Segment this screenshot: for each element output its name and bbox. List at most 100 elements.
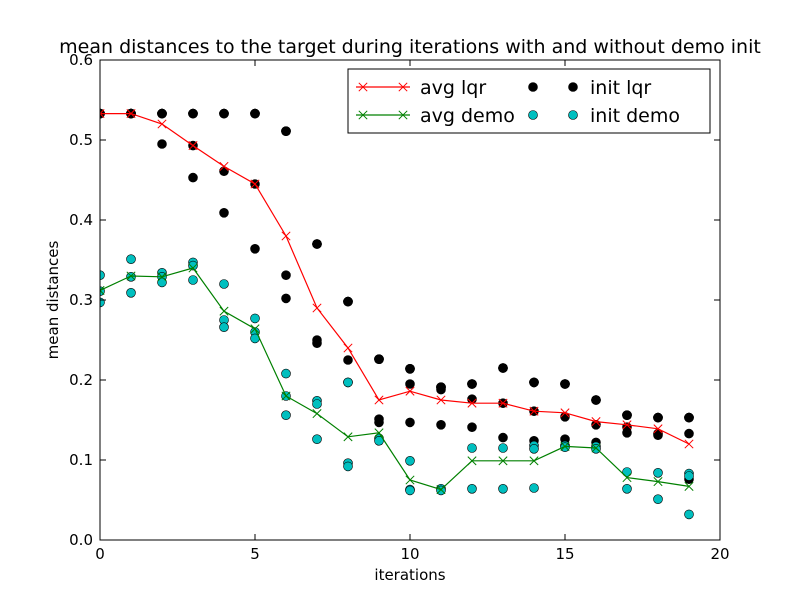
y-tick-label-2: 0.2 <box>69 371 93 389</box>
avg-lqr-marker-1 <box>126 109 136 119</box>
init-demo-point-15 <box>250 313 260 324</box>
series-avg-demo <box>100 263 694 495</box>
init-demo-point-37 <box>498 483 508 494</box>
legend-init-demo-marker-b <box>568 110 578 120</box>
avg-demo-marker-7 <box>312 409 322 419</box>
init-lqr-point-89 <box>622 410 632 421</box>
init-demo-point-47 <box>653 467 663 478</box>
init-demo-point-34 <box>467 443 477 453</box>
avg-demo-marker-4 <box>219 306 229 316</box>
init-demo-point-14 <box>219 322 229 333</box>
init-lqr-point-92 <box>653 430 663 441</box>
init-demo-point-0 <box>100 270 105 280</box>
series-avg-lqr <box>100 109 694 449</box>
avg-demo-marker-5 <box>250 324 260 334</box>
init-demo-point-28 <box>374 435 384 446</box>
init-lqr-point-37 <box>312 338 322 349</box>
init-lqr-point-49 <box>374 354 384 365</box>
init-lqr-point-18 <box>188 172 198 183</box>
init-lqr-point-29 <box>250 108 260 119</box>
x-tick-label-4: 20 <box>710 545 729 563</box>
init-lqr-point-57 <box>436 419 446 430</box>
init-lqr-point-47 <box>374 417 384 428</box>
avg-demo-marker-12 <box>467 456 477 466</box>
init-demo-point-8 <box>157 277 167 288</box>
init-demo-point-4 <box>126 271 136 282</box>
init-lqr-point-13 <box>157 139 167 149</box>
init-lqr-point-54 <box>405 363 415 374</box>
legend-label-init-demo: init demo <box>590 105 680 127</box>
avg-demo-marker-13 <box>498 456 508 466</box>
plot-area <box>100 108 694 520</box>
init-lqr-point-84 <box>591 395 601 405</box>
avg-lqr-marker-8 <box>343 343 353 353</box>
init-lqr-point-87 <box>622 427 632 438</box>
legend-avg-demo-marker-b <box>398 110 408 120</box>
avg-lqr-marker-12 <box>467 398 477 408</box>
avg-demo-marker-8 <box>343 432 353 442</box>
init-demo-point-22 <box>312 399 322 409</box>
legend-label-avg-lqr: avg lqr <box>420 77 486 99</box>
init-lqr-point-32 <box>281 293 291 304</box>
init-demo-point-26 <box>343 461 353 472</box>
avg-lqr-marker-2 <box>157 119 167 129</box>
init-demo-point-10 <box>188 260 198 271</box>
avg-demo-marker-11 <box>436 485 446 495</box>
x-tick-label-2: 10 <box>400 545 419 563</box>
avg-demo-marker-1 <box>126 271 136 281</box>
legend-avg-lqr-marker-a <box>358 82 368 92</box>
y-tick-label-0: 0.0 <box>69 531 93 549</box>
avg-lqr-marker-11 <box>436 395 446 405</box>
init-demo-point-31 <box>405 485 415 496</box>
init-lqr-point-94 <box>653 412 663 423</box>
init-demo-point-51 <box>684 509 694 520</box>
init-demo-point-42 <box>560 442 570 453</box>
avg-demo-marker-2 <box>157 272 167 282</box>
y-tick-label-5: 0.5 <box>69 131 93 149</box>
avg-demo-marker-9 <box>374 428 384 438</box>
init-lqr-point-59 <box>436 382 446 393</box>
init-demo-point-45 <box>622 467 632 477</box>
legend-box <box>347 68 711 134</box>
init-lqr-point-34 <box>281 126 291 136</box>
y-axis-label: mean distances <box>44 240 62 359</box>
init-lqr-point-24 <box>219 108 229 119</box>
avg-demo-marker-10 <box>405 475 415 485</box>
init-lqr-point-41 <box>343 355 353 365</box>
legend-init-demo-marker-a <box>528 110 538 120</box>
init-lqr-point-19 <box>188 108 198 119</box>
init-demo-point-29 <box>405 455 415 466</box>
init-demo-point-5 <box>126 287 136 298</box>
init-demo-point-40 <box>529 483 539 493</box>
plot-marks <box>100 108 694 520</box>
avg-demo-marker-19 <box>684 481 694 491</box>
init-lqr-point-23 <box>219 208 229 218</box>
avg-demo-marker-16 <box>591 443 601 453</box>
init-lqr-point-31 <box>281 270 291 281</box>
avg-lqr-marker-7 <box>312 303 322 313</box>
legend-label-init-lqr: init lqr <box>590 77 651 99</box>
legend-init-lqr-marker-b <box>568 82 578 92</box>
avg-lqr-marker-17 <box>622 420 632 430</box>
y-tick-label-1: 0.1 <box>69 451 93 469</box>
x-tick-label-0: 0 <box>95 545 105 563</box>
init-demo-point-39 <box>529 443 539 454</box>
y-tick-label-4: 0.4 <box>69 211 93 229</box>
init-lqr-point-28 <box>250 244 260 254</box>
avg-demo-marker-17 <box>622 473 632 483</box>
init-demo-point-48 <box>653 494 663 505</box>
avg-lqr-marker-13 <box>498 398 508 408</box>
init-demo-point-18 <box>281 368 291 379</box>
avg-demo-line <box>100 267 690 491</box>
avg-lqr-marker-3 <box>188 141 198 151</box>
init-demo-point-50 <box>684 471 694 481</box>
x-axis-label: iterations <box>374 566 445 584</box>
init-lqr-point-74 <box>529 377 539 388</box>
init-lqr-point-14 <box>157 108 167 119</box>
avg-demo-marker-3 <box>188 263 198 273</box>
avg-lqr-marker-4 <box>219 161 229 171</box>
avg-demo-marker-18 <box>653 477 663 487</box>
chart-title: mean distances to the target during iter… <box>59 36 761 58</box>
init-demo-point-23 <box>312 434 322 445</box>
avg-lqr-marker-19 <box>684 439 694 449</box>
